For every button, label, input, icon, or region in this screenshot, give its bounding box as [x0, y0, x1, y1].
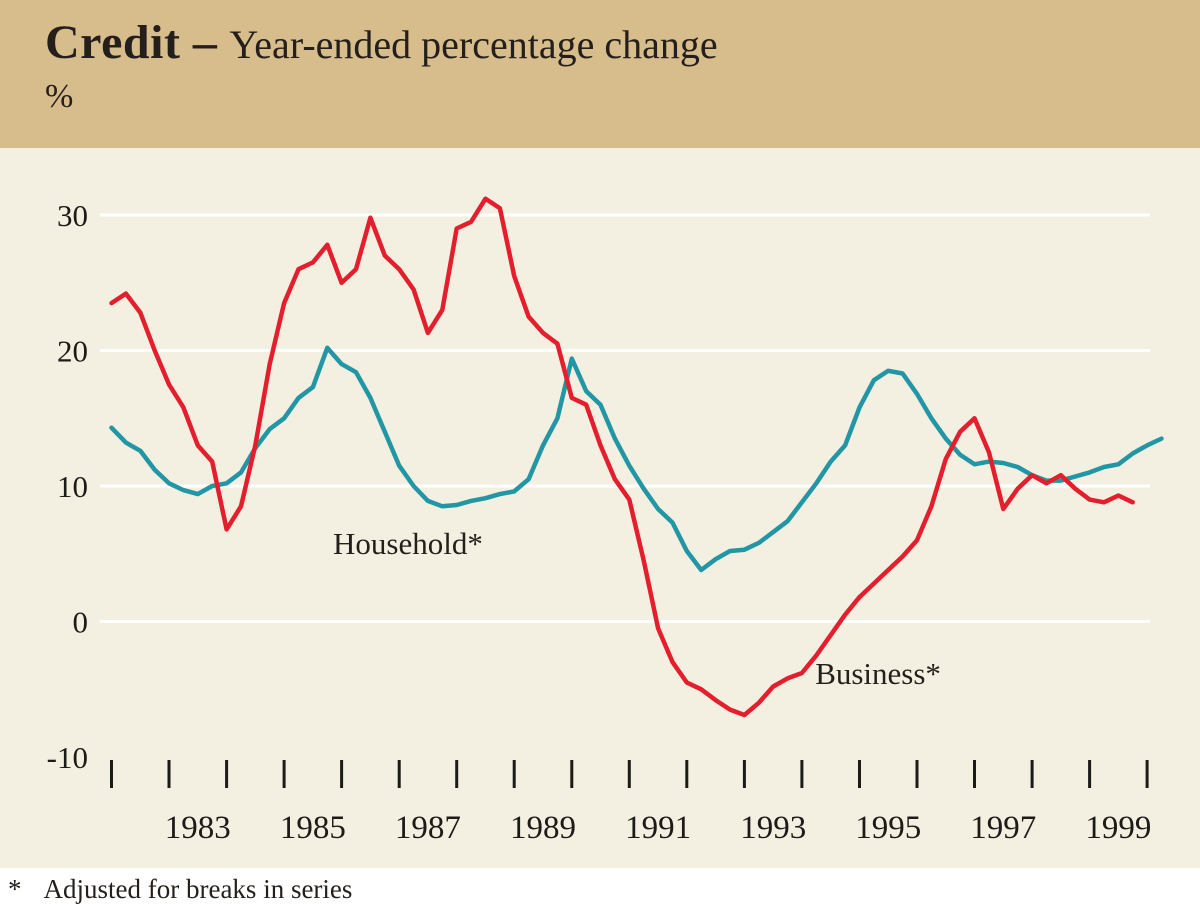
chart-title: Credit – — [45, 16, 218, 69]
chart-plot-region: Household* Business* 1983 1985 1987 1989 1991 1… — [0, 148, 1200, 868]
business-line — [109, 196, 1135, 718]
y-label--10: -10 — [47, 740, 88, 775]
x-label-1991: 1991 — [625, 810, 691, 846]
title-row: Credit – Year-ended percentage change — [45, 16, 1200, 69]
x-label-1985: 1985 — [280, 810, 346, 846]
chart-header: Credit – Year-ended percentage change % — [0, 0, 1200, 148]
chart-footnote: * Adjusted for breaks in series — [0, 868, 1200, 910]
x-label-1999: 1999 — [1085, 810, 1151, 846]
x-label-1995: 1995 — [855, 810, 921, 846]
footnote-marker: * — [8, 873, 22, 904]
x-label-1993: 1993 — [740, 810, 806, 846]
y-label-10: 10 — [57, 469, 88, 504]
y-label-30: 30 — [57, 198, 88, 233]
x-label-1987: 1987 — [395, 810, 461, 846]
business-series-label: Business* — [815, 656, 941, 691]
chart-subtitle: Year-ended percentage change — [229, 22, 718, 67]
y-label-20: 20 — [57, 334, 88, 369]
footnote-text: Adjusted for breaks in series — [43, 873, 353, 904]
x-label-1983: 1983 — [165, 810, 231, 846]
credit-chart-svg: Household* Business* 1983 1985 1987 1989 1991 1… — [47, 196, 1164, 846]
y-label-0: 0 — [73, 605, 89, 640]
x-label-1989: 1989 — [510, 810, 576, 846]
household-series-label: Household* — [333, 526, 483, 561]
x-label-1997: 1997 — [970, 810, 1036, 846]
y-axis-unit-label: % — [45, 78, 74, 116]
household-line — [109, 345, 1164, 573]
